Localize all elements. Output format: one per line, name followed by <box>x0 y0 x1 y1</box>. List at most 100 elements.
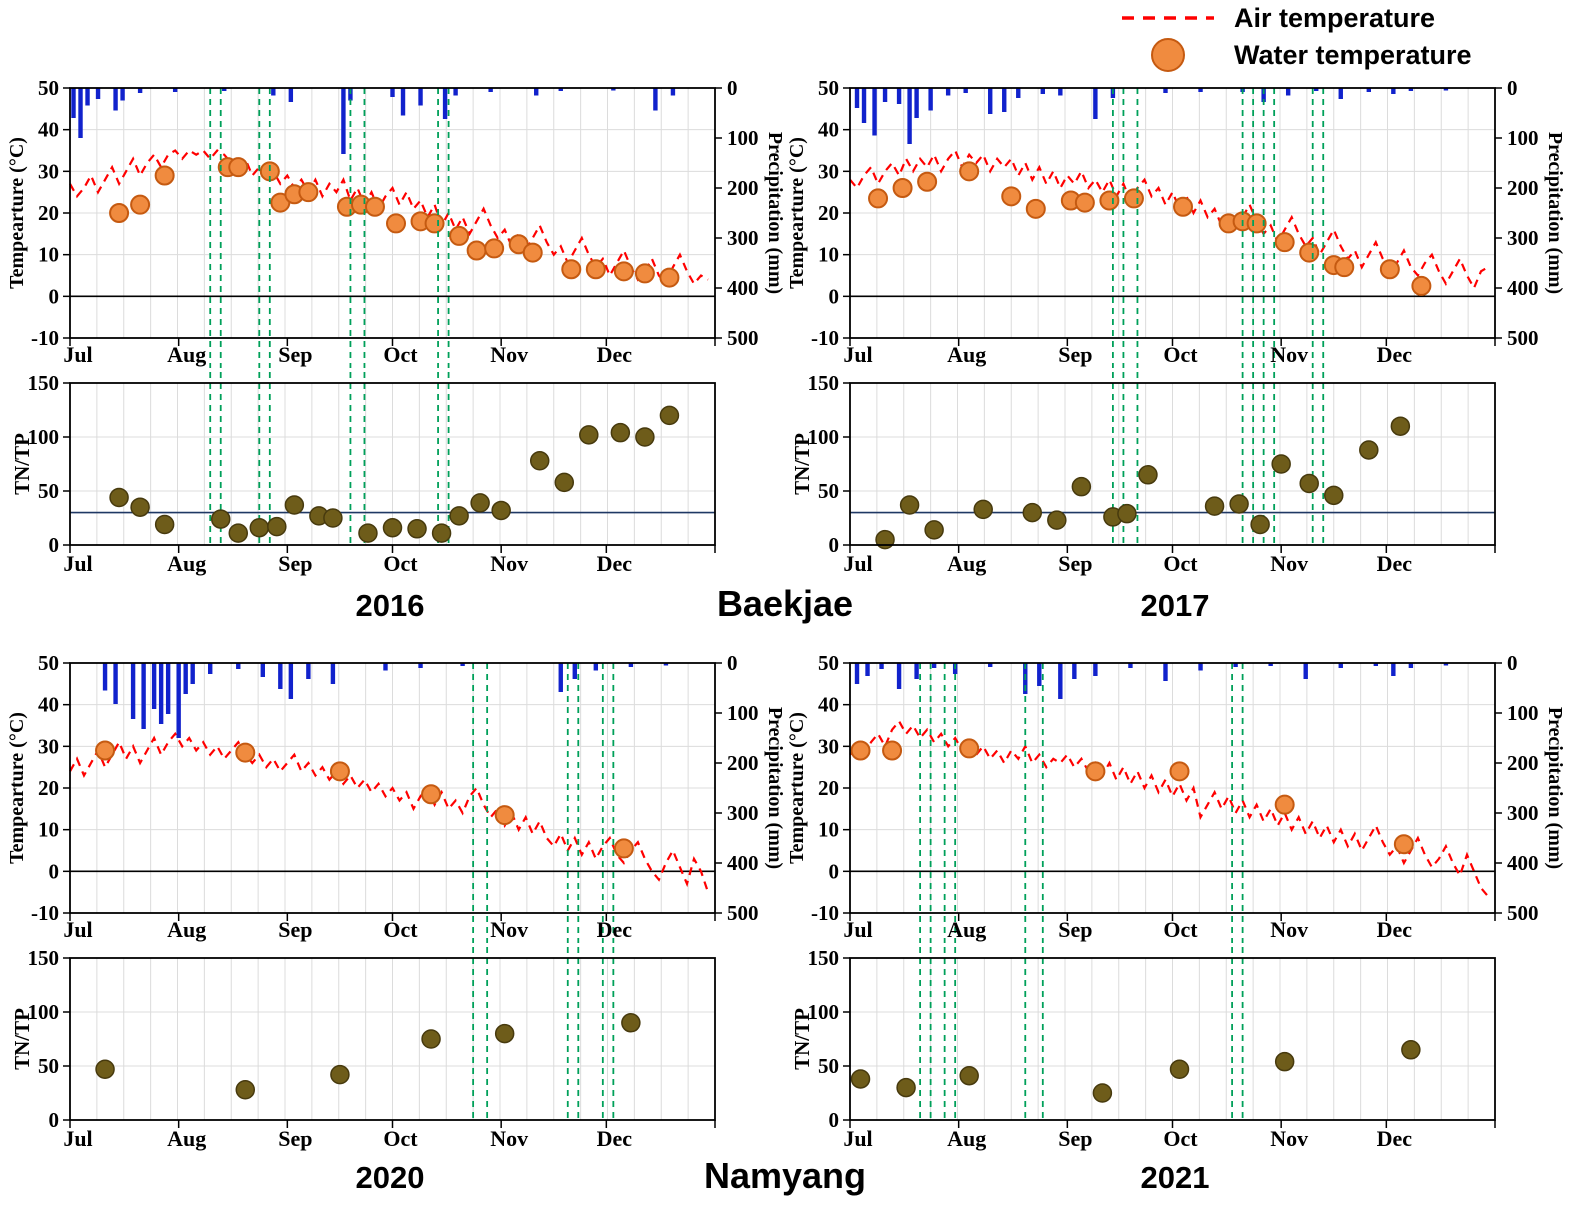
water-temperature-dot-icon <box>1151 38 1185 72</box>
svg-text:Aug: Aug <box>947 342 986 367</box>
temp-axis: -10 0 10 20 30 40 50 <box>31 653 70 925</box>
svg-text:150: 150 <box>28 947 60 970</box>
svg-text:Aug: Aug <box>167 551 206 576</box>
svg-text:Nov: Nov <box>490 342 528 367</box>
grid <box>850 383 1495 545</box>
svg-text:Oct: Oct <box>1163 551 1198 576</box>
svg-text:Oct: Oct <box>383 551 418 576</box>
precip-axis: 0 100 200 300 400 500 <box>715 78 759 350</box>
precip-y-axis-label: Precipitation (mm) <box>764 707 785 869</box>
svg-text:400: 400 <box>727 851 759 875</box>
svg-text:Sep: Sep <box>278 551 312 576</box>
svg-text:Jul: Jul <box>843 551 872 576</box>
svg-text:50: 50 <box>818 1054 839 1078</box>
svg-text:10: 10 <box>818 243 839 267</box>
water-temperature-points <box>95 740 634 859</box>
svg-text:50: 50 <box>818 479 839 503</box>
svg-text:150: 150 <box>808 947 840 970</box>
svg-text:Jul: Jul <box>63 1126 92 1151</box>
svg-text:150: 150 <box>28 372 60 395</box>
svg-text:Jul: Jul <box>63 917 92 942</box>
temp-y-axis-label: Tempearture (°C) <box>6 137 28 289</box>
svg-text:Aug: Aug <box>167 917 206 942</box>
year-label-2017: 2017 <box>1140 588 1210 623</box>
svg-text:40: 40 <box>38 118 59 142</box>
svg-text:0: 0 <box>49 1108 60 1132</box>
svg-text:Sep: Sep <box>1058 1126 1092 1151</box>
year-label-2020: 2020 <box>355 1160 425 1195</box>
site-label-namyang: Namyang <box>703 1155 867 1196</box>
tntp-axis: 0 50 100 150 <box>28 372 70 557</box>
svg-text:Dec: Dec <box>1377 1126 1413 1151</box>
water-temperature-points <box>850 738 1414 855</box>
tntp-y-axis-label: TN/TP <box>10 1008 34 1070</box>
event-lines <box>472 947 615 1120</box>
water-temperature-points <box>868 161 1432 296</box>
air-temperature-line <box>69 731 710 893</box>
svg-text:0: 0 <box>727 653 738 675</box>
svg-text:100: 100 <box>1507 701 1539 725</box>
tntp-y-axis-label: TN/TP <box>790 1008 814 1070</box>
svg-text:200: 200 <box>1507 176 1539 200</box>
svg-text:Aug: Aug <box>947 917 986 942</box>
svg-text:Nov: Nov <box>490 1126 528 1151</box>
precipitation-bars <box>854 88 1449 144</box>
svg-text:Aug: Aug <box>167 1126 206 1151</box>
svg-text:400: 400 <box>727 276 759 300</box>
svg-text:Oct: Oct <box>1163 342 1198 367</box>
svg-text:150: 150 <box>808 372 840 395</box>
svg-text:Nov: Nov <box>490 551 528 576</box>
event-lines <box>1112 372 1325 545</box>
tntp-points <box>875 416 1411 550</box>
svg-text:Oct: Oct <box>1163 917 1198 942</box>
svg-text:40: 40 <box>818 693 839 717</box>
panel-namyang-2020: -10 0 10 20 30 40 50 0 100 200 300 400 500 Jul Aug Sep O… <box>5 653 785 1152</box>
svg-text:Sep: Sep <box>1058 342 1092 367</box>
precip-y-axis-label: Precipitation (mm) <box>764 132 785 294</box>
svg-text:Oct: Oct <box>383 342 418 367</box>
month-axis: Jul Aug Sep Oct Nov Dec <box>63 545 716 576</box>
svg-text:Jul: Jul <box>843 342 872 367</box>
tntp-axis: 0 50 100 150 <box>808 372 850 557</box>
svg-text:Dec: Dec <box>597 1126 633 1151</box>
svg-text:200: 200 <box>727 176 759 200</box>
precip-y-axis-label: Precipitation (mm) <box>1544 707 1565 869</box>
svg-text:0: 0 <box>49 859 60 883</box>
svg-text:500: 500 <box>1507 901 1539 925</box>
air-temperature-line <box>849 719 1489 898</box>
svg-text:30: 30 <box>38 159 59 183</box>
svg-text:Sep: Sep <box>278 1126 312 1151</box>
event-lines <box>919 663 1244 943</box>
tntp-points <box>95 1013 641 1100</box>
svg-text:-10: -10 <box>811 326 839 350</box>
svg-text:Jul: Jul <box>63 551 92 576</box>
panel-baekjae-2017: -10 0 10 20 30 40 50 0 100 200 300 400 500 Jul Aug Sep O… <box>785 78 1565 577</box>
svg-text:300: 300 <box>1507 801 1539 825</box>
temp-axis: -10 0 10 20 30 40 50 <box>811 78 850 350</box>
tntp-points <box>850 1040 1421 1103</box>
legend-water-label: Water temperature <box>1234 39 1472 70</box>
grid <box>850 88 1495 338</box>
svg-text:100: 100 <box>1507 126 1539 150</box>
precip-y-axis-label: Precipitation (mm) <box>1544 132 1565 294</box>
svg-text:400: 400 <box>1507 276 1539 300</box>
svg-text:0: 0 <box>829 1108 840 1132</box>
svg-text:50: 50 <box>38 1054 59 1078</box>
svg-text:Aug: Aug <box>167 342 206 367</box>
month-axis: Jul Aug Sep Oct Nov Dec <box>843 1120 1496 1151</box>
svg-text:100: 100 <box>808 1000 840 1024</box>
legend-water-row: Water temperature <box>1118 36 1472 74</box>
temp-axis: -10 0 10 20 30 40 50 <box>31 78 70 350</box>
svg-text:20: 20 <box>818 201 839 225</box>
event-lines <box>919 947 1244 1120</box>
svg-text:Nov: Nov <box>1270 1126 1308 1151</box>
svg-text:Sep: Sep <box>278 342 312 367</box>
svg-text:100: 100 <box>28 425 60 449</box>
svg-text:Aug: Aug <box>947 1126 986 1151</box>
svg-text:Jul: Jul <box>843 917 872 942</box>
svg-text:-10: -10 <box>811 901 839 925</box>
svg-text:500: 500 <box>1507 326 1539 350</box>
